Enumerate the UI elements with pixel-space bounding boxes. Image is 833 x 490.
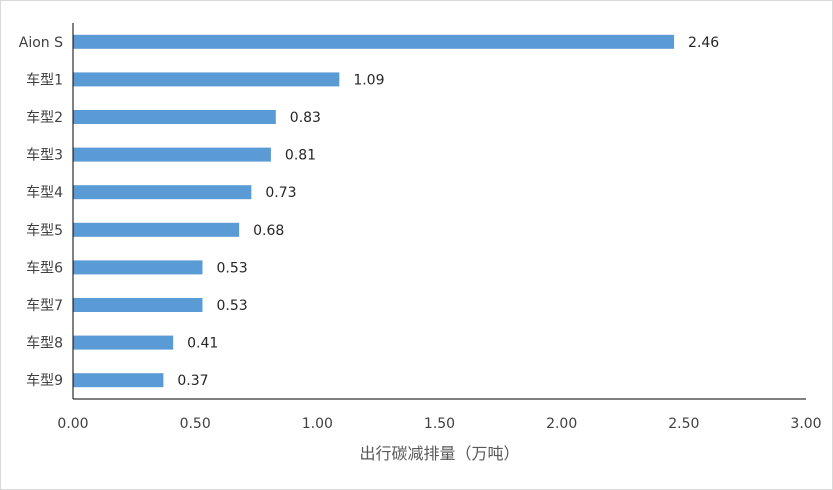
x-tick-labels-group: 0.00 0.50 1.00 1.50 2.00 2.50 3.00 (57, 416, 821, 432)
x-tick-label: 1.50 (424, 416, 455, 432)
bar-value-label: 0.53 (216, 260, 247, 276)
bar-value-label: 2.46 (688, 35, 719, 51)
category-label: 车型4 (26, 184, 63, 201)
value-labels-group: 2.46 1.09 0.83 0.81 0.73 0.68 0.53 0.53 0.41 0.37 (177, 35, 719, 389)
category-label: Aion S (19, 35, 63, 51)
bar (73, 222, 240, 237)
x-tick-label: 0.00 (57, 416, 88, 432)
category-label: 车型8 (26, 335, 63, 352)
bar-value-label: 0.83 (290, 110, 321, 126)
category-labels-group: Aion S 车型1 车型2 车型3 车型4 车型5 车型6 车型7 车型8 车型9 (19, 35, 63, 389)
bar (73, 260, 203, 275)
x-tick-label: 0.50 (180, 416, 211, 432)
bar-value-label: 0.37 (177, 373, 208, 389)
x-tick-label: 2.50 (668, 416, 699, 432)
x-tick-label: 3.00 (790, 416, 821, 432)
bar (73, 72, 340, 87)
bar-value-label: 0.41 (187, 336, 218, 352)
x-tick-label: 2.00 (546, 416, 577, 432)
x-tick-label: 1.00 (302, 416, 333, 432)
bar (73, 373, 164, 388)
bar (73, 185, 252, 200)
category-label: 车型9 (26, 372, 63, 389)
category-label: 车型5 (26, 222, 63, 239)
bar (73, 110, 276, 124)
bar (73, 34, 675, 49)
bar (73, 335, 174, 350)
category-label: 车型1 (26, 71, 63, 88)
category-label: 车型7 (26, 297, 63, 314)
bars-group (73, 34, 675, 388)
bar-value-label: 0.81 (285, 148, 316, 164)
x-axis-title: 出行碳减排量（万吨） (359, 444, 519, 463)
category-label: 车型2 (26, 109, 63, 126)
category-label: 车型6 (26, 259, 63, 276)
bar-value-label: 0.68 (253, 223, 284, 239)
bar-value-label: 1.09 (353, 72, 384, 88)
bar-value-label: 0.53 (216, 298, 247, 314)
bar (73, 298, 203, 312)
bar (73, 147, 271, 162)
bar-value-label: 0.73 (265, 185, 296, 201)
category-label: 车型3 (26, 147, 63, 164)
